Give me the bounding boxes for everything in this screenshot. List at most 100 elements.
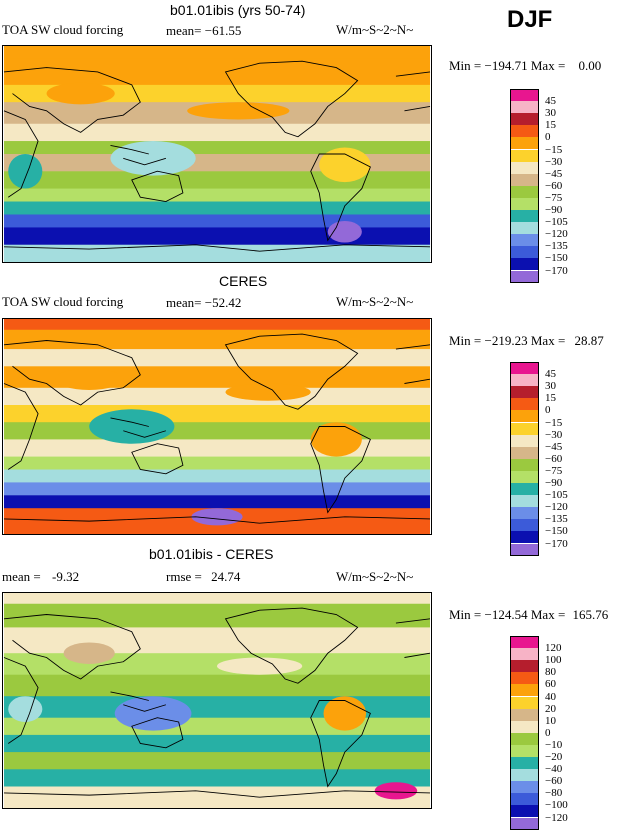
continent-outline <box>3 340 431 406</box>
colorbar-tick-label: 120 <box>545 642 562 655</box>
colorbar-swatch <box>510 422 539 435</box>
map-band <box>3 456 431 470</box>
panel3-mean-value: -9.32 <box>51 569 80 584</box>
colorbar-tick-label: 15 <box>545 119 556 132</box>
map-band <box>3 171 431 190</box>
continent-outline <box>3 378 431 470</box>
map-band <box>3 319 431 331</box>
continent-outline <box>224 333 359 410</box>
colorbar-tick-label: 45 <box>545 368 556 381</box>
panel2-min-value: −219.23 <box>484 333 528 348</box>
colorbar-tick-label: −150 <box>545 525 568 538</box>
colorbar-swatch <box>510 543 539 556</box>
map-band <box>3 141 431 155</box>
map-region <box>225 383 311 401</box>
colorbar-tick-label: −170 <box>545 537 568 550</box>
map-band <box>3 244 431 262</box>
map-region <box>374 782 418 800</box>
colorbar-tick-label: 20 <box>545 702 556 715</box>
colorbar-tick-label: −105 <box>545 489 568 502</box>
colorbar-swatch <box>510 125 539 138</box>
continent-outline <box>3 790 431 798</box>
colorbar-swatch <box>510 660 539 673</box>
panel3-mean-label: mean = <box>2 569 41 584</box>
colorbar-tick-label: 30 <box>545 107 556 120</box>
colorbar-tick-label: 0 <box>545 131 551 144</box>
colorbar-tick-label: −30 <box>545 155 563 168</box>
colorbar-tick-label: −45 <box>545 440 563 453</box>
colorbar-tick-label: −100 <box>545 799 568 812</box>
map-band <box>3 329 431 350</box>
colorbar-tick-label: −30 <box>545 428 563 441</box>
colorbar-tick-label: −45 <box>545 167 563 180</box>
colorbar-swatch <box>510 210 539 223</box>
map-band <box>3 696 431 719</box>
map-region <box>319 147 371 183</box>
colorbar-swatch <box>510 246 539 259</box>
colorbar-tick-label: −10 <box>545 738 563 751</box>
colorbar-swatch <box>510 483 539 496</box>
panel3-minmax: Min = −124.54 Max = 165.76 <box>449 607 608 623</box>
map-band <box>3 603 431 628</box>
panel1-mean-label: mean= <box>166 23 202 38</box>
colorbar-tick-label: −40 <box>545 763 563 776</box>
colorbar-frame <box>510 362 539 556</box>
panel1-mean-value: −61.55 <box>204 23 242 38</box>
map-band <box>3 593 431 605</box>
colorbar-tick-label: −60 <box>545 179 563 192</box>
map-region <box>327 220 362 243</box>
colorbar-swatch <box>510 149 539 162</box>
colorbar-swatch <box>510 222 539 235</box>
continent-outline <box>310 153 371 242</box>
colorbar-tick-label: 100 <box>545 654 562 667</box>
colorbar-frame <box>510 89 539 283</box>
continent-outline <box>131 443 184 475</box>
panel2-min-label: Min = <box>449 333 482 348</box>
map-band <box>3 482 431 496</box>
panel2-title: CERES <box>219 273 268 289</box>
panel1-title: b01.01ibis (yrs 50-74) <box>170 2 306 18</box>
panel3-max-label: Max = <box>530 607 566 622</box>
colorbar-swatch <box>510 696 539 709</box>
continent-outline <box>131 170 184 203</box>
panel1-map <box>2 45 432 263</box>
colorbar-swatch <box>510 744 539 757</box>
map-band <box>3 349 431 367</box>
colorbar-tick-label: −75 <box>545 464 563 477</box>
panel1-units: W/m~S~2~N~ <box>336 22 414 37</box>
continent-outline <box>224 607 359 684</box>
panel3-title: b01.01ibis - CERES <box>149 546 274 562</box>
panel2-mean-value: −52.42 <box>204 295 242 310</box>
map-region <box>8 696 43 722</box>
panel2-minmax: Min = −219.23 Max = 28.87 <box>449 333 604 349</box>
panel3-mean: mean = -9.32 <box>2 569 79 585</box>
colorbar-tick-label: 60 <box>545 678 556 691</box>
map-region <box>187 102 290 120</box>
colorbar-swatch <box>510 386 539 399</box>
map-region <box>110 141 196 176</box>
map-band <box>3 46 431 60</box>
map-band <box>3 439 431 458</box>
map-band <box>3 188 431 203</box>
panel1-variable: TOA SW cloud forcing <box>2 22 124 37</box>
panel1-min-value: −194.71 <box>484 58 528 73</box>
colorbar-tick-label: 0 <box>545 726 551 739</box>
colorbar-tick-label: −90 <box>545 477 563 489</box>
map-band <box>3 201 431 215</box>
map-band <box>3 717 431 736</box>
panel2-max-label: Max = <box>530 333 566 348</box>
colorbar-swatch <box>510 137 539 150</box>
colorbar-swatch <box>510 757 539 770</box>
map-band <box>3 786 431 808</box>
colorbar-swatch <box>510 672 539 685</box>
panel2-mean-label: mean= <box>166 295 202 310</box>
map-region <box>8 154 43 189</box>
map-band <box>3 734 431 753</box>
map-region <box>310 422 362 457</box>
colorbar-swatch <box>510 507 539 520</box>
panel1-min-label: Min = <box>449 58 482 73</box>
colorbar-tick-label: −120 <box>545 228 568 241</box>
map-region <box>191 508 243 526</box>
continent-outline <box>110 417 167 438</box>
map-region <box>89 409 175 444</box>
